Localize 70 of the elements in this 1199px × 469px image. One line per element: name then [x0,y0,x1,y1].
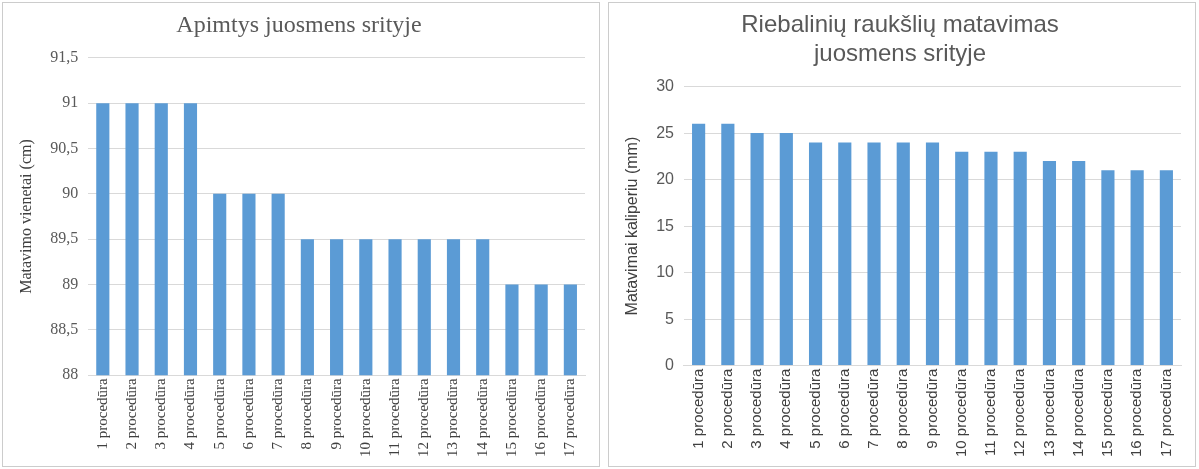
bar [1101,170,1115,366]
x-tick-label: 5 procedūra [805,367,823,449]
x-tick-label: 15 procedūra [1098,367,1116,458]
y-tick-label: 91,5 [50,48,79,65]
bar [896,142,910,366]
y-tick-label: 88,5 [50,320,79,338]
x-tick-label: 4 procedūra [776,367,794,449]
x-tick-label: 6 procedūra [239,377,256,450]
y-axis-title: Matavimo vienetai (cm) [16,139,35,294]
y-tick-label: 90,5 [50,138,79,156]
x-tick-label: 10 procedūra [356,377,373,458]
bar [750,133,764,366]
x-tick-label: 14 procedūra [473,377,490,458]
x-tick-label: 13 procedūra [1039,367,1057,458]
x-tick-label: 1 procedūra [688,367,706,449]
x-tick-label: 15 procedūra [502,377,519,458]
x-tick-label: 14 procedūra [1068,367,1086,458]
x-tick-label: 12 procedūra [415,377,432,458]
y-axis-title: Matavimai kaliperiu (mm) [623,136,641,316]
x-tick-label: 5 procedūra [210,377,227,450]
x-tick-label: 11 procedūra [385,377,402,457]
x-tick-label: 17 procedūra [561,377,578,458]
x-tick-label: 2 procedūra [717,367,735,449]
y-tick-label: 89,5 [50,229,79,247]
bar [1013,151,1027,366]
y-tick-label: 25 [656,123,675,141]
bar [1159,170,1173,366]
x-tick-label: 9 procedūra [327,377,344,450]
bar [984,151,998,366]
y-tick-label: 91 [62,93,79,111]
x-tick-label: 10 procedūra [951,367,969,458]
bar [925,142,940,366]
y-tick-label: 88 [62,365,79,383]
y-tick-label: 89 [62,274,79,292]
chart-title: Apimtys juosmens srityje [176,10,422,37]
bar [838,142,852,366]
x-tick-label: 13 procedūra [444,377,461,458]
bar [692,123,706,366]
x-tick-label: 8 procedūra [893,367,911,449]
x-tick-label: 4 procedūra [181,377,198,450]
x-tick-label: 17 procedūra [1156,367,1174,458]
bar [1130,170,1144,366]
x-tick-label: 16 procedūra [1127,367,1145,458]
bar [721,123,735,366]
x-tick-label: 16 procedūra [532,377,549,458]
x-tick-label: 3 procedūra [152,377,169,450]
x-tick-label: 7 procedūra [269,377,286,450]
x-tick-label: 3 procedūra [747,367,765,449]
bar [1072,161,1086,366]
y-tick-label: 10 [656,263,675,281]
bar [779,133,793,366]
y-tick-label: 5 [665,309,675,327]
x-tick-label: 6 procedūra [834,367,852,449]
y-tick-label: 15 [656,216,675,234]
bar [955,151,969,366]
x-tick-label: 1 procedūra [93,377,110,450]
bar [1042,161,1057,366]
y-tick-label: 20 [656,170,675,188]
x-tick-label: 8 procedūra [298,377,315,450]
x-tick-label: 12 procedūra [1010,367,1028,458]
x-tick-label: 2 procedūra [122,377,139,450]
y-tick-label: 0 [665,356,675,374]
bar [867,142,881,366]
x-tick-label: 7 procedūra [864,367,882,449]
x-tick-label: 9 procedūra [922,367,940,449]
chart-title: Riebalinių raukšlių matavimas juosmens srityje [741,10,1059,66]
y-tick-label: 90 [62,184,79,202]
bar [808,142,823,366]
y-tick-label: 30 [656,77,675,95]
x-tick-label: 11 procedūra [981,367,999,456]
